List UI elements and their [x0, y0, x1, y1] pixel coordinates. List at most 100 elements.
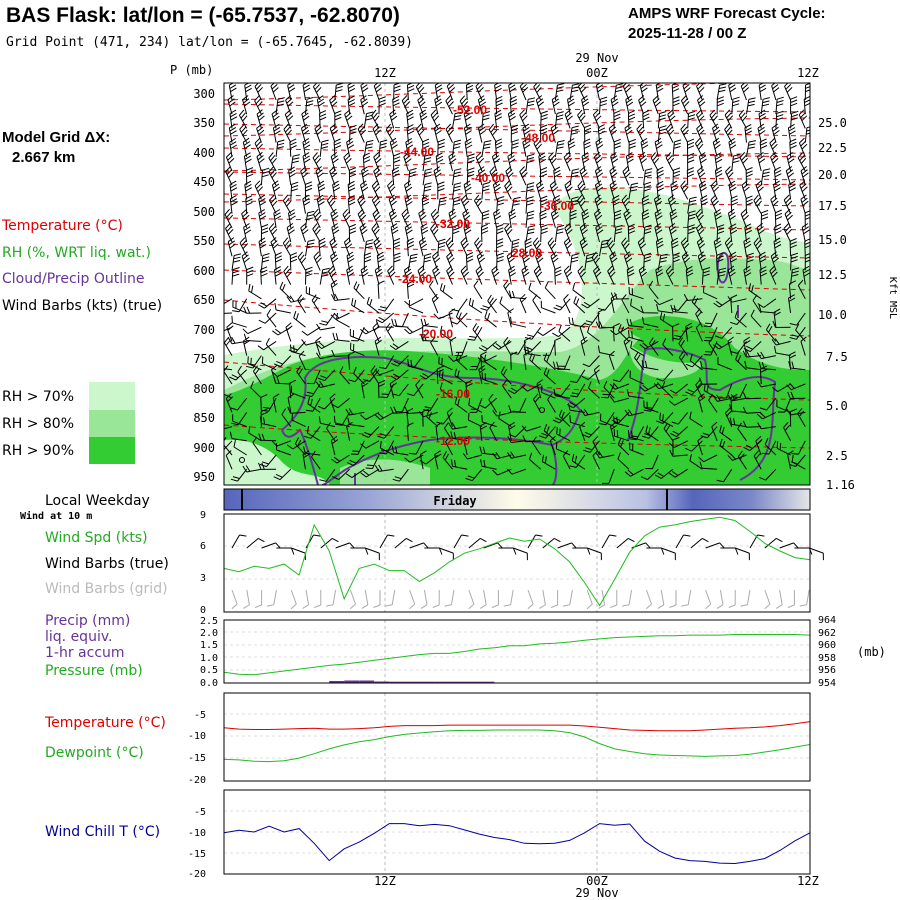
wind-barb	[430, 109, 440, 129]
wind-barb	[758, 251, 767, 271]
wind-barb	[466, 167, 475, 186]
wind-barb	[700, 195, 708, 214]
wind-barb	[360, 468, 380, 478]
wind-barb	[348, 369, 365, 383]
wind-barb	[653, 194, 662, 214]
wind-barb	[741, 180, 750, 200]
precip-bars	[329, 680, 510, 683]
wind-barb	[724, 123, 733, 143]
wind-barb	[266, 309, 277, 328]
wind-barb	[640, 468, 659, 481]
wind-barb	[345, 468, 365, 479]
wind-barb	[592, 450, 600, 470]
wind-barb	[773, 166, 782, 186]
wind-barb	[716, 468, 733, 483]
wind-barb	[228, 83, 237, 101]
wind-barb	[351, 298, 365, 314]
wind-barb	[668, 222, 677, 243]
wind-barb	[756, 351, 776, 360]
wind-barb-grid	[622, 589, 633, 607]
wind-barb	[694, 137, 704, 158]
wind-barb-true	[661, 547, 676, 561]
wind-barb	[302, 450, 310, 470]
wind-barb	[373, 237, 382, 257]
wind-barb	[597, 124, 606, 143]
wind-barb	[554, 83, 565, 101]
wind-barb	[572, 282, 586, 300]
wind-barb	[798, 137, 808, 157]
wind-barb	[317, 397, 336, 410]
wind-barb	[528, 282, 542, 300]
wind-barb	[804, 83, 810, 101]
wind-barb	[387, 265, 396, 285]
wind-barb	[463, 123, 472, 143]
temp-ytick: -15	[188, 753, 206, 764]
wind-barb-true	[572, 547, 591, 555]
wind-barb	[229, 180, 238, 200]
wind-barb	[224, 326, 233, 332]
wind-barb	[591, 251, 601, 271]
wind-barb	[740, 208, 750, 228]
wind-barb	[540, 110, 548, 129]
wind-barb	[593, 208, 603, 228]
wind-barb	[686, 138, 695, 157]
wind-barb	[422, 168, 433, 186]
wind-barb	[638, 95, 647, 115]
wind-barb	[481, 181, 490, 200]
wind-barb	[302, 137, 311, 157]
wind-barb	[728, 180, 737, 200]
wind-barb	[577, 265, 586, 285]
wind-barb	[287, 393, 295, 413]
grid-point-subtitle: Grid Point (471, 234) lat/lon = (-65.764…	[6, 35, 413, 50]
height-tick: 17.5	[818, 199, 847, 213]
wind-barb	[406, 280, 415, 299]
wind-barb	[774, 346, 791, 357]
wind-barb	[329, 237, 338, 257]
wind-barb	[606, 237, 615, 257]
wind-barb	[680, 123, 689, 143]
wind-barb	[363, 111, 374, 129]
wind-barb	[481, 140, 492, 157]
wind-barb	[724, 407, 733, 427]
wind-barb	[477, 166, 486, 186]
wind-barb-true	[409, 542, 429, 549]
wind-barb	[680, 237, 690, 257]
wind-barb	[672, 323, 680, 342]
wind-barb	[432, 251, 441, 271]
wind-barb	[683, 293, 703, 301]
precip-bar	[434, 681, 450, 683]
wind-barb	[445, 95, 454, 115]
wind-barb	[316, 194, 325, 214]
wind-barb	[700, 426, 718, 439]
precip-ytick: 0.0	[200, 678, 218, 689]
wind-barb	[239, 237, 249, 257]
wind-barb	[709, 109, 718, 129]
wind-barb	[508, 383, 527, 395]
wind-barb	[569, 83, 580, 101]
wind-barb	[307, 396, 321, 413]
wind-barb-true	[735, 547, 750, 561]
wind-barb	[283, 265, 292, 285]
wind-barb-grid	[326, 589, 337, 607]
wind-barb	[373, 83, 383, 101]
wind-barb	[246, 167, 254, 186]
temperature-grid	[224, 693, 810, 781]
wind-barb	[428, 280, 439, 300]
wind-barb	[609, 382, 630, 390]
wind-barb	[319, 267, 330, 285]
wind-barb	[539, 167, 548, 186]
precip-ytick: 2.5	[200, 616, 218, 627]
wind-barb	[378, 298, 395, 312]
wind-barb	[272, 393, 280, 413]
wind-barb-true	[542, 537, 561, 549]
cloud-outline-main	[281, 356, 582, 485]
wind-barb	[271, 369, 292, 377]
wind-barb	[797, 279, 806, 300]
wind-barb	[536, 326, 556, 337]
wind-barb	[698, 454, 718, 463]
wind-barb	[229, 109, 238, 129]
wind-barb	[713, 340, 733, 350]
wind-barb	[708, 394, 718, 413]
wind-barb	[454, 396, 468, 413]
wind-barb-true	[261, 542, 281, 549]
